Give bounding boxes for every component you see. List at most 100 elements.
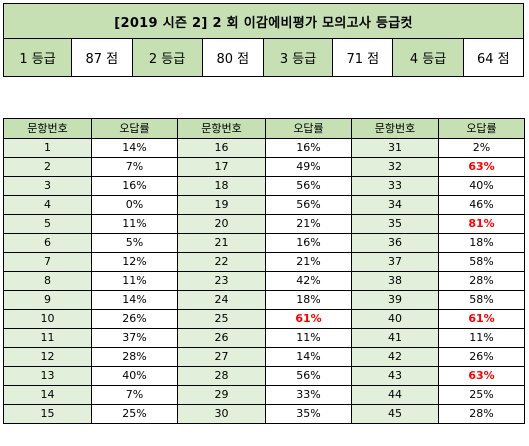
question-number-cell: 38: [351, 271, 439, 291]
grade-score-2: 80 점: [201, 38, 264, 77]
wrong-rate-cell: 14%: [91, 138, 178, 158]
question-number-cell: 36: [351, 233, 439, 253]
question-number-cell: 40: [351, 309, 439, 329]
question-number-cell: 31: [351, 138, 439, 158]
table-row: 10 26% 25 61% 40 61%: [3, 309, 525, 329]
wrong-rate-cell: 33%: [265, 385, 352, 405]
wrong-rate-cell: 16%: [265, 138, 352, 158]
wrong-rate-cell: 49%: [265, 157, 352, 177]
question-number-cell: 42: [351, 347, 439, 367]
question-number-cell: 22: [177, 252, 266, 272]
wrong-rate-cell-high: 61%: [265, 309, 352, 329]
question-number-cell: 10: [3, 309, 92, 329]
question-number-cell: 43: [351, 366, 439, 386]
question-number-cell: 39: [351, 290, 439, 310]
wrong-rate-cell-high: 81%: [438, 214, 525, 234]
grade-score-3: 71 점: [332, 38, 394, 77]
wrong-rate-cell: 5%: [91, 233, 178, 253]
wrong-rate-cell: 16%: [91, 176, 178, 196]
grade-label-1: 1 등급: [2, 38, 73, 77]
wrong-rate-cell: 18%: [438, 233, 525, 253]
col-header-wrong-rate: 오답률: [265, 118, 352, 139]
wrong-rate-cell: 56%: [265, 366, 352, 386]
question-number-cell: 34: [351, 195, 439, 215]
wrong-rate-cell: 46%: [438, 195, 525, 215]
wrong-rate-cell: 26%: [438, 347, 525, 367]
question-number-cell: 21: [177, 233, 266, 253]
question-number-cell: 28: [177, 366, 266, 386]
question-number-cell: 7: [3, 252, 92, 272]
question-number-cell: 16: [177, 138, 266, 158]
question-number-cell: 23: [177, 271, 266, 291]
question-number-cell: 18: [177, 176, 266, 196]
grade-cut-table: [2019 시즌 2] 2 회 이감에비평가 모의고사 등급컷 1 등급 87 …: [2, 3, 525, 77]
wrong-rate-cell: 37%: [91, 328, 178, 348]
wrong-rate-cell: 56%: [265, 176, 352, 196]
wrong-rate-cell: 40%: [91, 366, 178, 386]
wrong-rate-cell: 35%: [265, 404, 352, 424]
question-number-cell: 14: [3, 385, 92, 405]
table-row: 6 5% 21 16% 36 18%: [3, 233, 525, 253]
wrong-rate-cell: 25%: [91, 404, 178, 424]
question-number-cell: 37: [351, 252, 439, 272]
col-header-question-number: 문항번호: [177, 118, 266, 139]
table-row: 15 25% 30 35% 45 28%: [3, 404, 525, 424]
table-row: 3 16% 18 56% 33 40%: [3, 176, 525, 196]
question-number-cell: 3: [3, 176, 92, 196]
wrong-rate-cell-high: 63%: [438, 157, 525, 177]
wrong-rate-cell: 58%: [438, 252, 525, 272]
question-number-cell: 13: [3, 366, 92, 386]
col-header-question-number: 문항번호: [351, 118, 439, 139]
wrong-rate-cell: 11%: [438, 328, 525, 348]
question-number-cell: 29: [177, 385, 266, 405]
question-number-cell: 45: [351, 404, 439, 424]
col-header-question-number: 문항번호: [3, 118, 92, 139]
wrong-rate-cell: 56%: [265, 195, 352, 215]
question-number-cell: 19: [177, 195, 266, 215]
question-number-cell: 12: [3, 347, 92, 367]
wrong-rate-cell: 2%: [438, 138, 525, 158]
wrong-rate-cell: 26%: [91, 309, 178, 329]
question-number-cell: 32: [351, 157, 439, 177]
question-number-cell: 17: [177, 157, 266, 177]
table-row: 8 11% 23 42% 38 28%: [3, 271, 525, 291]
table-row: 11 37% 26 11% 41 11%: [3, 328, 525, 348]
question-number-cell: 35: [351, 214, 439, 234]
question-number-cell: 27: [177, 347, 266, 367]
wrong-rate-cell-high: 63%: [438, 366, 525, 386]
grade-score-4: 64 점: [462, 38, 525, 77]
table-row: 7 12% 22 21% 37 58%: [3, 252, 525, 272]
wrong-rate-cell: 11%: [91, 214, 178, 234]
table-row: 2 7% 17 49% 32 63%: [3, 157, 525, 177]
question-number-cell: 33: [351, 176, 439, 196]
question-number-cell: 24: [177, 290, 266, 310]
question-number-cell: 1: [3, 138, 92, 158]
question-number-cell: 6: [3, 233, 92, 253]
wrong-rate-cell: 21%: [265, 252, 352, 272]
wrong-rate-cell: 7%: [91, 385, 178, 405]
grade-label-2: 2 등급: [131, 38, 203, 77]
grade-row: 1 등급 87 점 2 등급 80 점 3 등급 71 점 4 등급 64 점: [2, 38, 525, 77]
table-row: 1 14% 16 16% 31 2%: [3, 138, 525, 158]
wrong-rate-cell: 16%: [265, 233, 352, 253]
question-number-cell: 2: [3, 157, 92, 177]
wrong-rate-cell: 28%: [438, 271, 525, 291]
col-header-wrong-rate: 오답률: [91, 118, 178, 139]
wrong-rate-cell: 14%: [91, 290, 178, 310]
wrong-rate-cell: 0%: [91, 195, 178, 215]
question-number-cell: 15: [3, 404, 92, 424]
table-row: 12 28% 27 14% 42 26%: [3, 347, 525, 367]
wrong-rate-cell: 11%: [265, 328, 352, 348]
table-row: 14 7% 29 33% 44 25%: [3, 385, 525, 405]
question-number-cell: 4: [3, 195, 92, 215]
wrong-rate-cell: 7%: [91, 157, 178, 177]
wrong-rate-cell: 28%: [438, 404, 525, 424]
wrong-rate-cell-high: 61%: [438, 309, 525, 329]
question-number-cell: 41: [351, 328, 439, 348]
wrong-rate-cell: 11%: [91, 271, 178, 291]
question-number-cell: 44: [351, 385, 439, 405]
table-header-row: 문항번호 오답률 문항번호 오답률 문항번호 오답률: [3, 118, 525, 139]
wrong-rate-cell: 12%: [91, 252, 178, 272]
col-header-wrong-rate: 오답률: [438, 118, 525, 139]
wrong-rate-cell: 14%: [265, 347, 352, 367]
